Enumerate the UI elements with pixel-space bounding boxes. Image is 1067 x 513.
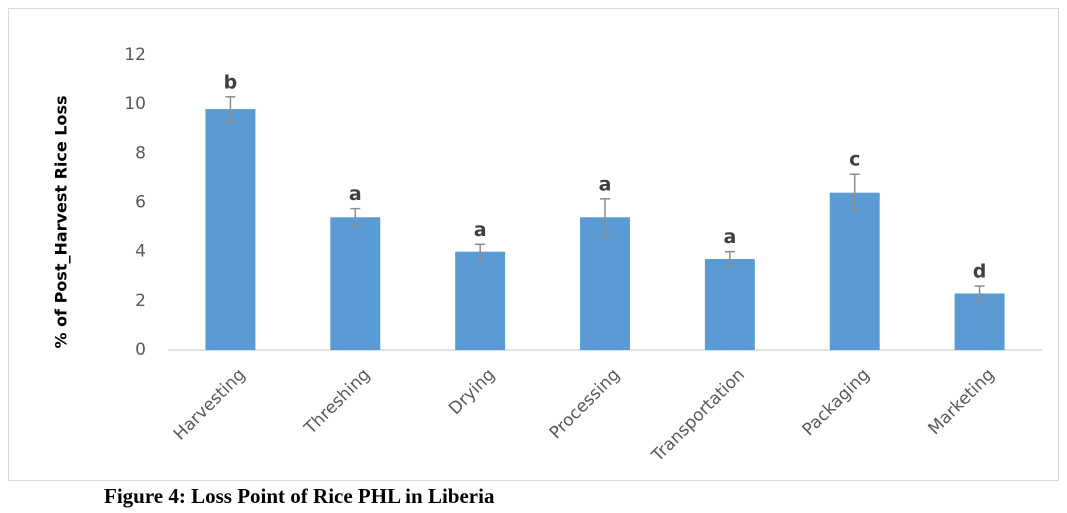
error-bar — [974, 285, 985, 302]
bar — [205, 109, 256, 350]
y-tick-label: 6 — [135, 193, 146, 213]
y-tick-label: 2 — [135, 291, 146, 311]
x-tick-label: Harvesting — [170, 365, 250, 445]
x-tick-label: Threshing — [300, 365, 374, 439]
x-tick-label: Drying — [445, 365, 499, 419]
error-bar — [350, 207, 361, 227]
bar — [829, 192, 880, 350]
x-tick-label: Marketing — [925, 365, 999, 439]
y-tick-label: 10 — [124, 94, 146, 114]
y-tick-label: 12 — [124, 45, 146, 65]
bar — [455, 251, 506, 350]
bar — [580, 217, 630, 350]
x-tick-label: Transportation — [647, 365, 749, 467]
error-bar — [849, 173, 860, 212]
bar — [330, 217, 381, 350]
error-bar — [225, 96, 236, 123]
annotation: a — [349, 183, 362, 205]
annotation: b — [224, 71, 238, 93]
annotation: a — [474, 219, 487, 241]
y-tick-label: 8 — [135, 143, 146, 163]
annotation: d — [973, 261, 987, 283]
chart-frame — [8, 8, 1059, 481]
y-tick-label: 0 — [135, 340, 146, 360]
annotation: a — [723, 226, 736, 248]
y-tick-label: 4 — [135, 242, 146, 262]
x-tick-label: Packaging — [799, 365, 874, 440]
caption-bg — [100, 484, 460, 510]
error-bar — [724, 250, 735, 268]
error-bar — [475, 243, 486, 260]
bar — [704, 259, 755, 350]
annotation: c — [849, 149, 860, 171]
annotation: a — [599, 173, 612, 195]
error-bar — [600, 198, 610, 237]
bar — [954, 293, 1005, 350]
caption: Figure 4: Loss Point of Rice PHL in Libe… — [104, 484, 495, 508]
x-tick-label: Processing — [546, 365, 624, 443]
y-axis-label: % of Post_Harvest Rice Loss — [52, 95, 71, 348]
